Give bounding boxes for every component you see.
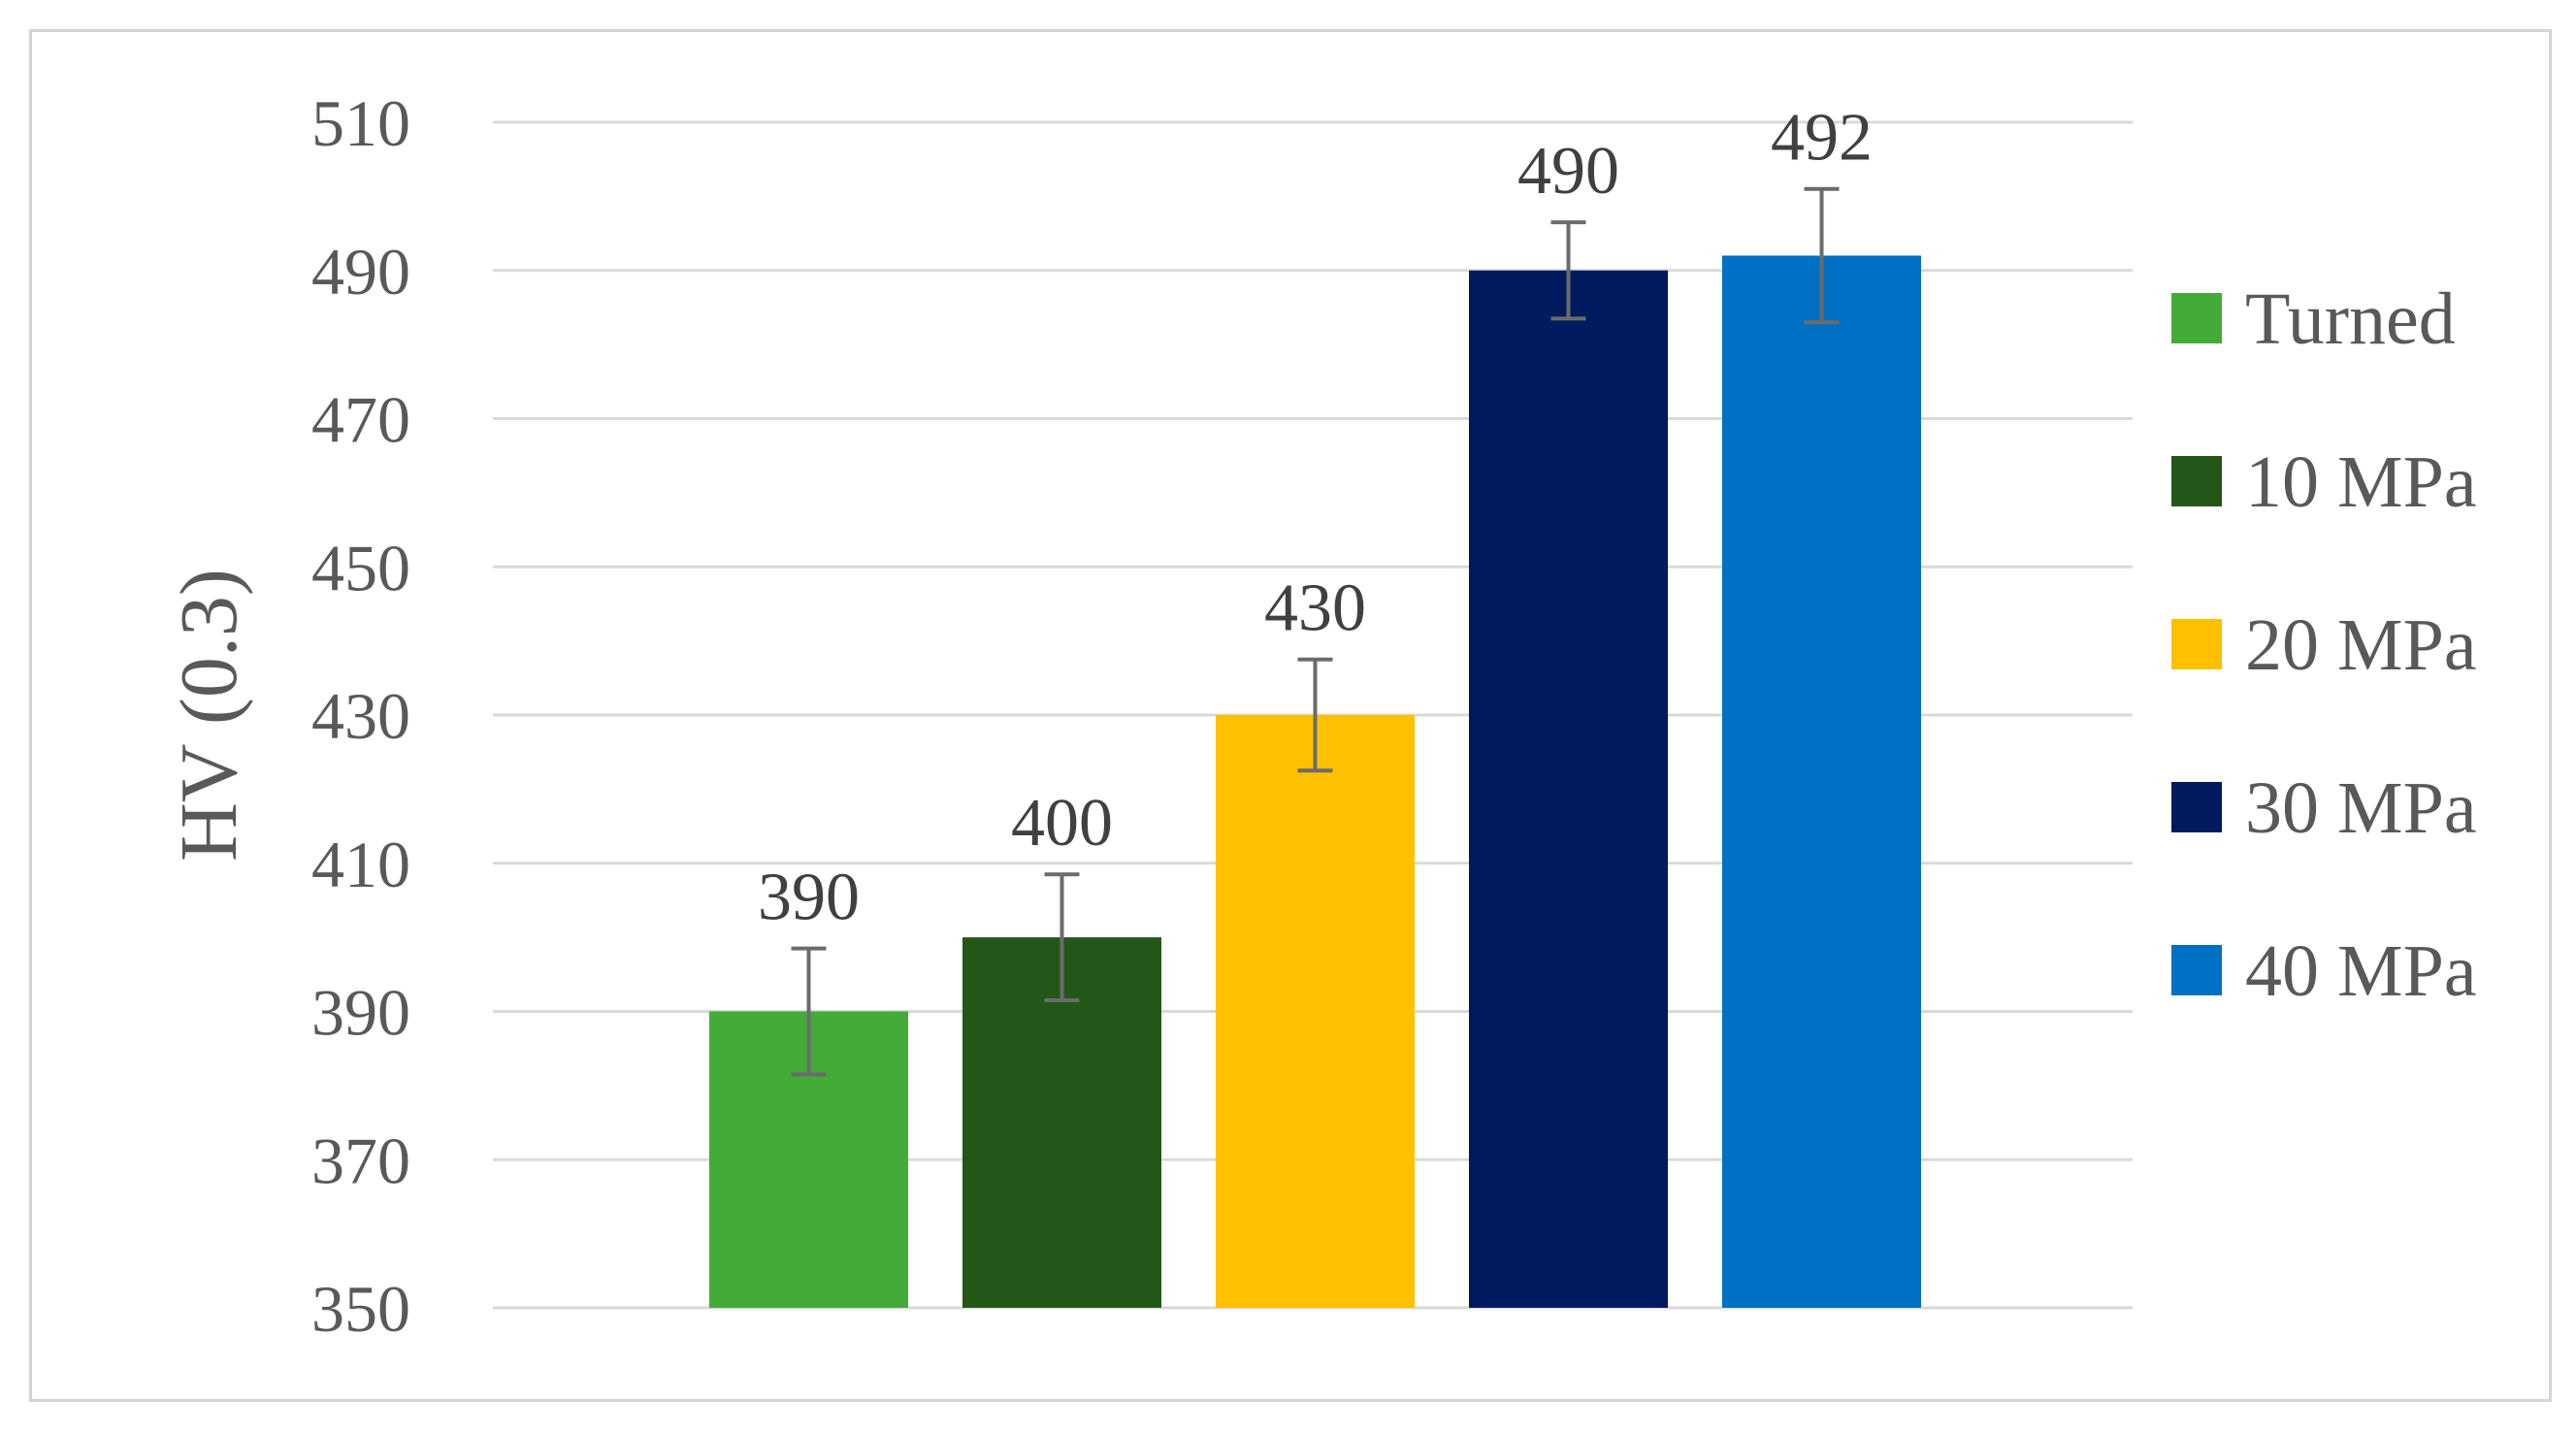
legend-label: 40 MPa <box>2245 930 2477 1012</box>
y-tick-label: 450 <box>311 531 410 604</box>
error-bars <box>791 186 1840 1077</box>
legend-swatch <box>2171 619 2222 669</box>
legend-label: Turned <box>2245 278 2456 360</box>
y-tick-label: 490 <box>311 235 410 309</box>
bar-40-mpa <box>1722 255 1921 1309</box>
legend-label: 20 MPa <box>2245 604 2477 686</box>
bars <box>709 255 1921 1309</box>
data-label: 400 <box>1011 786 1113 861</box>
y-tick-label: 390 <box>311 976 410 1050</box>
data-label: 390 <box>758 861 860 935</box>
y-tick-label: 430 <box>311 679 410 753</box>
data-label: 490 <box>1517 134 1619 209</box>
legend: Turned 10 MPa 20 MPa 30 MPa 40 MPa <box>2171 278 2477 1012</box>
error-bar-40-mpa <box>1804 186 1840 325</box>
data-labels: 390 400 430 490 492 <box>758 101 1873 935</box>
error-bar-turned <box>791 946 827 1077</box>
legend-label: 30 MPa <box>2245 767 2477 849</box>
y-tick-label: 370 <box>311 1123 410 1197</box>
bar-chart: 350 370 390 410 430 450 470 490 510 HV (0.3) 390… <box>164 86 2477 1346</box>
data-label: 492 <box>1771 101 1873 176</box>
legend-item: 10 MPa <box>2171 441 2477 523</box>
y-axis-title: HV (0.3) <box>164 569 254 862</box>
error-bar-30-mpa <box>1550 220 1586 321</box>
error-bar-10-mpa <box>1044 872 1080 1003</box>
bar-20-mpa <box>1216 715 1415 1308</box>
y-tick-label: 410 <box>311 828 410 901</box>
legend-item: Turned <box>2171 278 2456 360</box>
y-tick-label: 510 <box>311 86 410 160</box>
legend-swatch <box>2171 293 2222 343</box>
legend-swatch <box>2171 456 2222 506</box>
legend-item: 20 MPa <box>2171 604 2477 686</box>
legend-item: 40 MPa <box>2171 930 2477 1012</box>
legend-swatch <box>2171 945 2222 995</box>
y-tick-label: 470 <box>311 383 410 457</box>
legend-item: 30 MPa <box>2171 767 2477 849</box>
legend-label: 10 MPa <box>2245 441 2477 523</box>
legend-swatch <box>2171 782 2222 832</box>
chart-frame: 350 370 390 410 430 450 470 490 510 HV (0.3) 390… <box>29 29 2552 1402</box>
y-tick-label: 350 <box>311 1272 410 1346</box>
y-axis-ticks: 350 370 390 410 430 450 470 490 510 <box>311 86 410 1346</box>
data-label: 430 <box>1264 571 1366 646</box>
bar-30-mpa <box>1469 270 1668 1308</box>
error-bar-20-mpa <box>1297 657 1333 773</box>
